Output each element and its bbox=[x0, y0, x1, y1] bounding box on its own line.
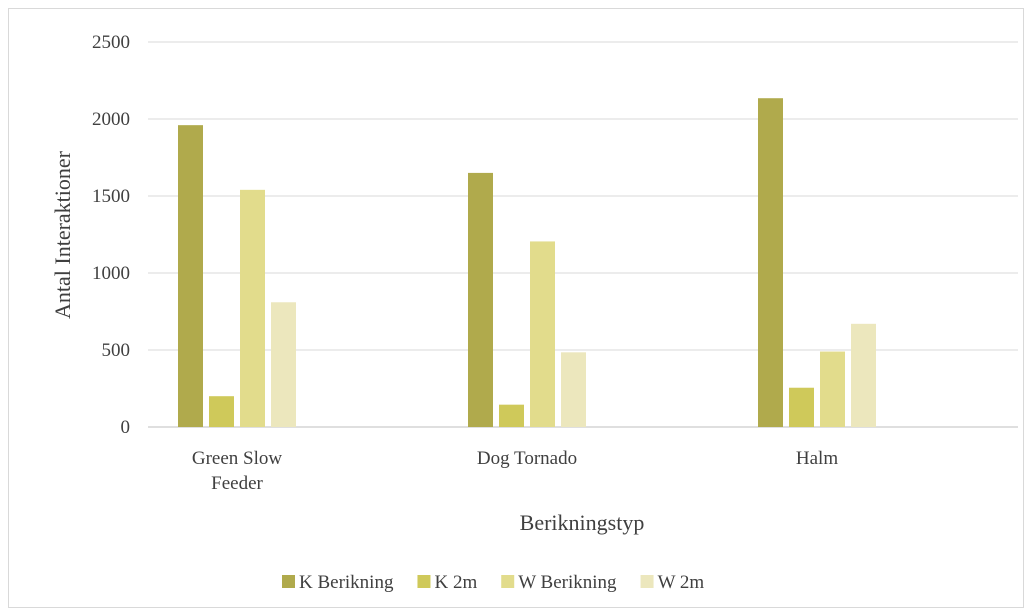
bar bbox=[499, 404, 524, 427]
bar bbox=[178, 125, 203, 427]
y-tick-label: 2500 bbox=[92, 32, 130, 53]
bar bbox=[758, 98, 783, 428]
x-tick-label: Halm bbox=[796, 448, 838, 469]
bar bbox=[851, 323, 876, 427]
bar bbox=[240, 189, 265, 427]
x-axis-ticks: Green Slow Feeder Dog Tornado Halm bbox=[192, 448, 838, 494]
bar bbox=[789, 387, 814, 427]
chart-frame bbox=[8, 8, 1024, 608]
legend-swatch bbox=[501, 575, 515, 588]
legend-label: W 2m bbox=[658, 572, 705, 593]
bar bbox=[468, 172, 493, 427]
bar bbox=[561, 352, 586, 427]
y-axis-title: Antal Interaktioner bbox=[50, 150, 75, 319]
legend-swatch bbox=[640, 575, 654, 588]
bar bbox=[530, 241, 555, 427]
bar bbox=[271, 302, 296, 427]
y-tick-label: 2000 bbox=[92, 109, 130, 130]
x-axis-title: Berikningstyp bbox=[520, 510, 645, 535]
y-tick-label: 0 bbox=[121, 417, 131, 438]
x-tick-label: Green Slow Feeder bbox=[192, 448, 283, 494]
legend-label: K 2m bbox=[434, 572, 477, 593]
y-tick-label: 500 bbox=[102, 340, 131, 361]
y-axis-ticks: 0 500 1000 1500 2000 2500 bbox=[92, 32, 130, 438]
bar bbox=[209, 396, 234, 427]
x-tick-label: Dog Tornado bbox=[477, 448, 577, 469]
legend-label: K Berikning bbox=[299, 572, 394, 593]
legend-swatch bbox=[282, 575, 295, 588]
legend: K Berikning K 2m W Berikning W 2m bbox=[282, 572, 704, 593]
legend-label: W Berikning bbox=[518, 572, 617, 593]
bar-series bbox=[178, 98, 876, 428]
bar bbox=[820, 351, 845, 427]
y-tick-label: 1000 bbox=[92, 263, 130, 284]
y-tick-label: 1500 bbox=[92, 186, 130, 207]
legend-swatch bbox=[417, 575, 431, 588]
